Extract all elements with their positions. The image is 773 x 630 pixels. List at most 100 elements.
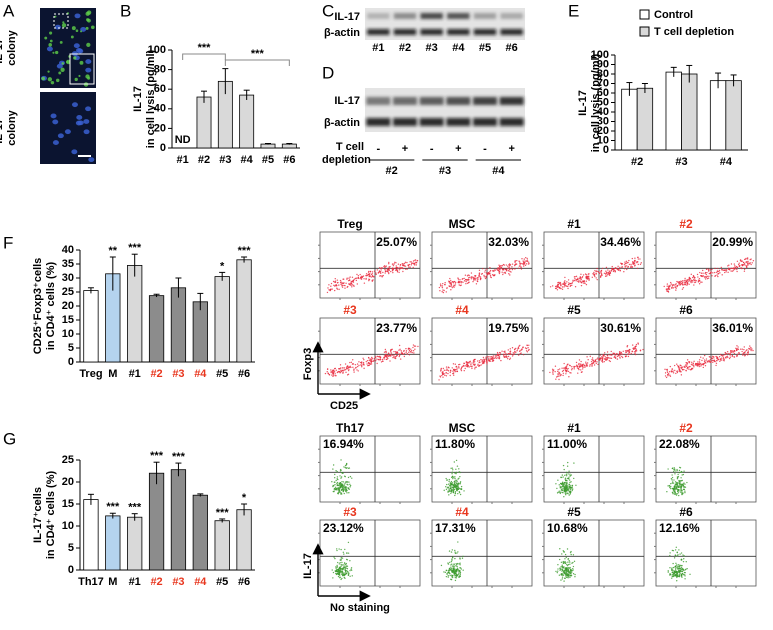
event-dot bbox=[558, 375, 560, 377]
event-dot bbox=[453, 565, 455, 567]
event-dot bbox=[336, 549, 338, 552]
event-dot bbox=[498, 264, 500, 266]
event-dot bbox=[688, 280, 691, 282]
event-dot bbox=[564, 492, 567, 495]
event-dot bbox=[513, 353, 515, 356]
event-dot bbox=[636, 267, 639, 270]
event-dot bbox=[628, 263, 631, 266]
event-dot bbox=[743, 346, 745, 348]
event-dot bbox=[561, 574, 563, 576]
event-dot bbox=[621, 266, 623, 269]
event-dot bbox=[443, 489, 445, 492]
event-dot bbox=[566, 281, 568, 283]
event-dot bbox=[568, 485, 570, 487]
event-dot bbox=[361, 361, 363, 363]
event-dot bbox=[627, 355, 630, 358]
event-dot bbox=[631, 266, 634, 268]
event-dot bbox=[670, 487, 672, 490]
event-dot bbox=[683, 470, 685, 472]
event-dot bbox=[393, 354, 395, 356]
event-dot bbox=[350, 284, 352, 286]
event-dot bbox=[474, 368, 476, 370]
event-dot bbox=[442, 289, 444, 291]
event-dot bbox=[507, 355, 510, 358]
event-dot bbox=[681, 280, 684, 282]
event-dot bbox=[581, 282, 583, 284]
event-dot bbox=[562, 566, 565, 569]
event-dot bbox=[569, 481, 571, 484]
event-dot bbox=[556, 285, 558, 288]
event-dot bbox=[557, 286, 560, 288]
event-dot bbox=[340, 369, 342, 371]
event-dot bbox=[561, 491, 563, 494]
event-dot bbox=[386, 269, 388, 271]
event-dot bbox=[679, 370, 681, 372]
event-dot bbox=[407, 264, 410, 266]
event-dot bbox=[704, 278, 707, 280]
event-dot bbox=[703, 354, 706, 357]
event-dot bbox=[361, 363, 363, 365]
event-dot bbox=[608, 273, 611, 276]
event-dot bbox=[552, 373, 554, 375]
event-dot bbox=[565, 576, 568, 579]
bar bbox=[148, 295, 165, 363]
event-dot bbox=[445, 575, 448, 578]
bar bbox=[83, 290, 99, 363]
event-dot bbox=[501, 265, 503, 267]
event-dot bbox=[635, 348, 638, 350]
event-dot bbox=[564, 567, 566, 570]
event-dot bbox=[397, 263, 400, 265]
event-dot bbox=[560, 491, 562, 493]
event-dot bbox=[349, 282, 352, 284]
event-dot bbox=[729, 356, 732, 358]
event-dot bbox=[457, 541, 459, 543]
plot-label: #5 bbox=[567, 505, 581, 519]
event-dot bbox=[452, 374, 455, 376]
event-dot bbox=[567, 473, 569, 475]
event-dot bbox=[681, 366, 683, 368]
event-dot bbox=[466, 278, 469, 281]
lane-label: #2 bbox=[399, 42, 411, 54]
event-dot bbox=[572, 569, 574, 571]
event-dot bbox=[713, 357, 715, 359]
event-dot bbox=[565, 485, 567, 487]
event-dot bbox=[562, 484, 564, 487]
event-dot bbox=[678, 565, 680, 568]
event-dot bbox=[448, 494, 450, 496]
event-dot bbox=[568, 470, 570, 472]
event-dot bbox=[670, 370, 673, 372]
event-dot bbox=[572, 573, 575, 575]
event-dot bbox=[412, 346, 414, 349]
event-dot bbox=[443, 369, 446, 371]
event-dot bbox=[336, 481, 339, 484]
bar bbox=[192, 494, 208, 571]
y-tick-label: 40 bbox=[154, 103, 166, 115]
event-dot bbox=[349, 276, 351, 278]
event-dot bbox=[633, 261, 636, 263]
event-dot bbox=[679, 282, 681, 284]
event-dot bbox=[480, 358, 482, 361]
event-dot bbox=[446, 572, 448, 575]
event-dot bbox=[596, 361, 598, 363]
event-dot bbox=[677, 370, 679, 372]
stain bbox=[44, 36, 48, 40]
event-dot bbox=[338, 563, 340, 565]
event-dot bbox=[496, 354, 498, 357]
event-dot bbox=[580, 369, 582, 371]
event-dot bbox=[555, 287, 557, 290]
event-dot bbox=[583, 282, 585, 284]
event-dot bbox=[485, 272, 488, 274]
stain bbox=[85, 26, 89, 30]
y-axis-label: IL-17 in cell lysis (pg/ml) bbox=[577, 53, 602, 152]
event-dot bbox=[734, 268, 736, 271]
event-dot bbox=[639, 350, 642, 352]
event-dot bbox=[675, 471, 677, 473]
event-dot bbox=[610, 350, 612, 353]
event-dot bbox=[682, 483, 684, 485]
significance: *** bbox=[198, 42, 212, 54]
event-dot bbox=[561, 367, 563, 369]
event-dot bbox=[457, 278, 460, 280]
event-dot bbox=[680, 280, 682, 283]
event-dot bbox=[449, 485, 452, 487]
event-dot bbox=[680, 564, 682, 567]
